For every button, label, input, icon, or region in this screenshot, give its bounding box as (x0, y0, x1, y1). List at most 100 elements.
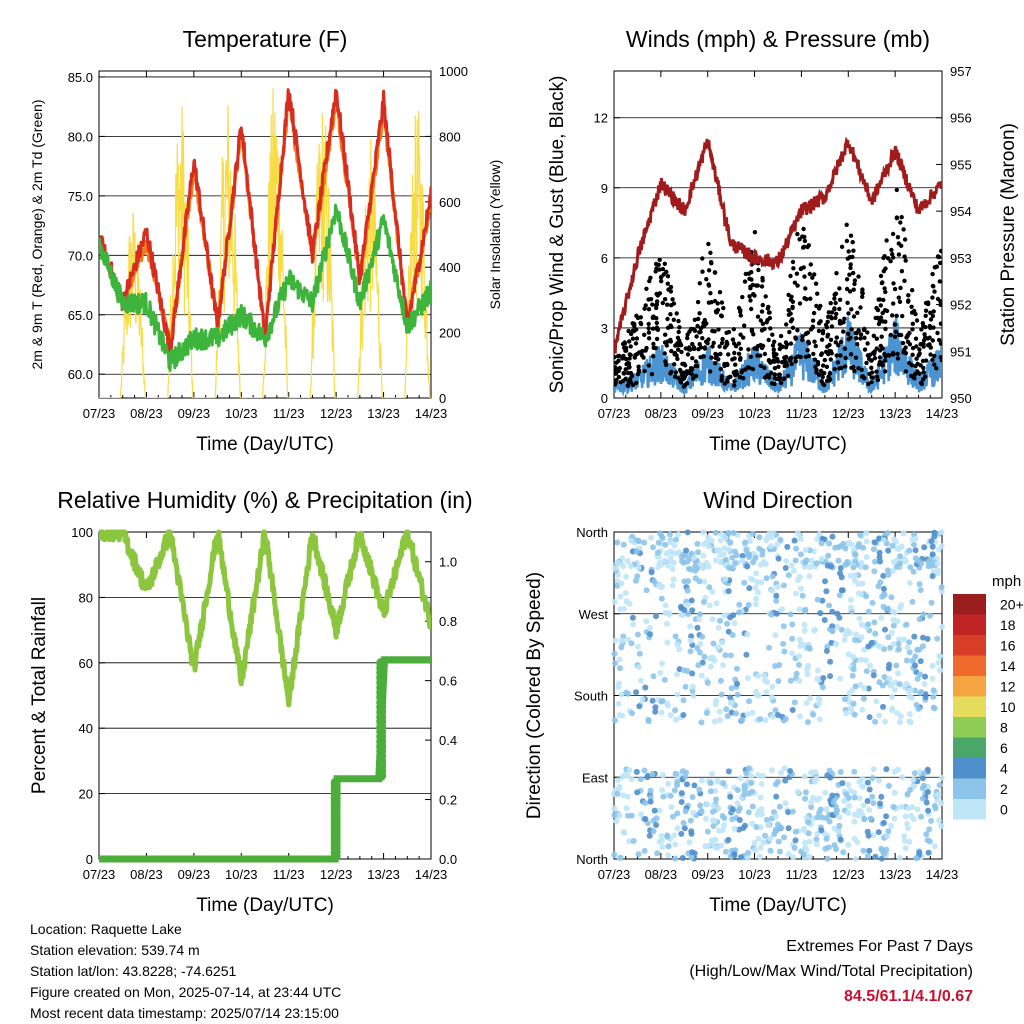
direction-point (913, 701, 920, 708)
gust-point (898, 285, 903, 291)
direction-point (688, 854, 695, 861)
gust-point (866, 356, 872, 362)
gust-point (746, 271, 752, 276)
direction-point (750, 559, 756, 566)
gust-point (724, 339, 729, 345)
gust-point (882, 369, 888, 374)
gust-point (832, 296, 837, 301)
direction-point (903, 657, 910, 664)
gust-point (838, 339, 844, 345)
direction-point (863, 530, 870, 536)
direction-point (710, 823, 717, 829)
direction-point (791, 537, 798, 544)
direction-point (792, 828, 799, 835)
rh-ylabel: Percent & Total Rainfall (29, 597, 50, 794)
gust-point (748, 298, 753, 303)
direction-point (818, 555, 825, 562)
legend-swatch (953, 594, 986, 615)
wind-y2tick-label: 957 (950, 64, 972, 79)
direction-point (845, 841, 852, 848)
direction-point (837, 769, 844, 775)
gust-point (916, 353, 921, 358)
gust-point (669, 324, 674, 330)
gust-point (877, 297, 883, 302)
wind-y2tick-label: 953 (950, 251, 972, 266)
direction-point (652, 708, 659, 715)
gust-point (742, 279, 748, 284)
direction-point (780, 640, 787, 647)
direction-point (877, 643, 884, 650)
gust-point (625, 370, 631, 376)
direction-point (817, 610, 824, 617)
gust-point (762, 351, 768, 357)
gust-point (672, 350, 678, 356)
direction-point (931, 843, 938, 850)
gust-point (701, 354, 706, 359)
direction-point (929, 675, 936, 682)
gust-point (895, 235, 901, 240)
gust-point (910, 321, 915, 326)
direction-point (866, 847, 873, 854)
direction-point (637, 677, 644, 684)
gust-point (650, 326, 656, 331)
direction-point (766, 644, 773, 651)
temp-series-dewpoint (99, 203, 431, 372)
direction-point (885, 547, 892, 554)
direction-point (658, 832, 665, 839)
gust-point (864, 360, 869, 366)
gust-point (617, 353, 622, 359)
gust-point (887, 353, 892, 358)
gust-point (760, 302, 765, 308)
gust-point (919, 327, 924, 332)
gust-point (712, 270, 718, 275)
gust-point (685, 335, 690, 341)
direction-point (862, 564, 869, 571)
direction-point (714, 644, 721, 651)
direction-point (697, 640, 704, 647)
wind-y2tick-label: 954 (950, 204, 972, 219)
direction-point (672, 716, 679, 723)
gust-point (918, 380, 924, 386)
legend-swatch (953, 799, 986, 820)
gust-point (795, 283, 800, 288)
gust-point (826, 374, 831, 379)
gust-point (731, 341, 737, 346)
direction-point (854, 543, 861, 550)
gust-point (874, 374, 880, 379)
gust-point (851, 314, 857, 319)
gust-point (653, 345, 658, 351)
direction-point (672, 855, 679, 862)
gust-point (628, 376, 633, 382)
legend-swatch (953, 655, 986, 676)
gust-point (844, 277, 850, 282)
gust-point (683, 363, 688, 368)
direction-point (700, 552, 707, 559)
gust-point (671, 301, 677, 306)
gust-point (828, 314, 833, 320)
direction-point (687, 817, 694, 824)
direction-point (804, 671, 811, 678)
gust-point (642, 332, 647, 337)
direction-point (620, 792, 627, 799)
gust-point (682, 374, 688, 379)
direction-point (886, 675, 893, 682)
direction-point (936, 817, 943, 824)
direction-point (768, 534, 775, 541)
direction-point (890, 616, 897, 623)
direction-point (843, 791, 850, 798)
direction-point (846, 803, 853, 809)
direction-point (916, 616, 923, 623)
gust-point (860, 294, 865, 299)
direction-point (846, 690, 853, 697)
direction-point (672, 633, 679, 640)
direction-point (713, 557, 719, 564)
direction-point (839, 780, 846, 787)
direction-point (689, 794, 696, 801)
direction-point (703, 539, 710, 546)
direction-point (903, 621, 910, 628)
direction-point (792, 557, 799, 564)
direction-point (706, 602, 713, 609)
direction-point (826, 818, 833, 825)
gust-point (663, 359, 668, 364)
direction-point (871, 568, 878, 575)
